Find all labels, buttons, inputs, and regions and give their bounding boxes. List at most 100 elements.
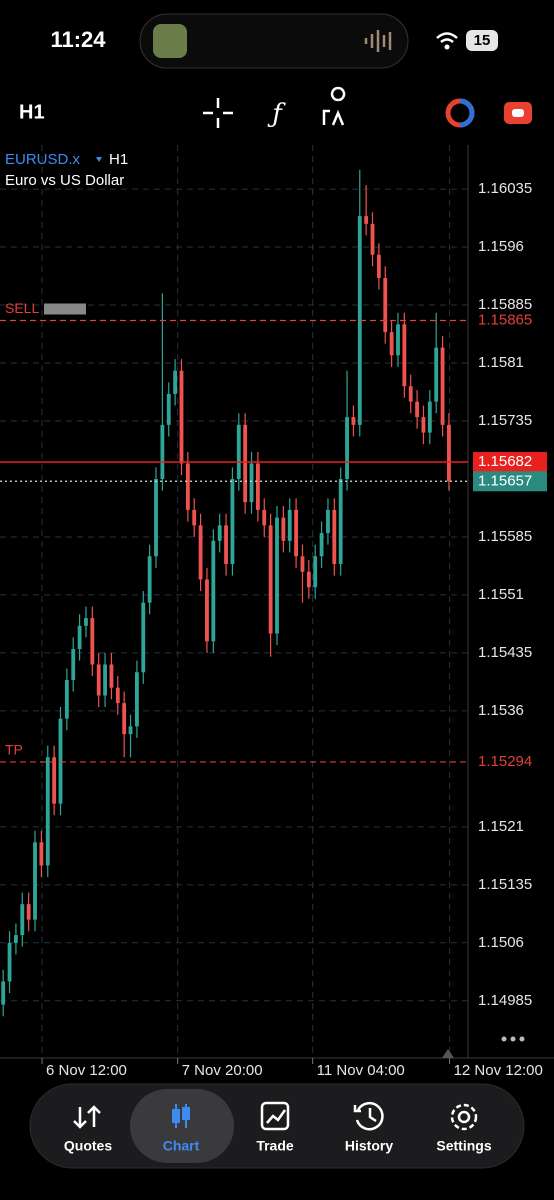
- y-tick-label: 1.1581: [478, 354, 524, 371]
- y-tick-label: 1.1521: [478, 818, 524, 835]
- candle-body: [14, 935, 18, 943]
- candle-body: [306, 571, 311, 588]
- candle-body: [103, 664, 107, 696]
- candle-body: [20, 904, 25, 936]
- candle-body: [396, 324, 400, 356]
- candle-body: [319, 533, 324, 557]
- symbol-description: Euro vs US Dollar: [5, 172, 124, 189]
- y-tick-label: 1.1596: [478, 238, 524, 255]
- candle-body: [166, 393, 171, 425]
- price-label: 1.15657: [478, 472, 532, 489]
- candle-body: [332, 509, 337, 565]
- candle-body: [147, 556, 152, 603]
- symbol-dropdown[interactable]: [96, 157, 102, 162]
- price-label-bg: [473, 751, 547, 772]
- candle-body: [268, 525, 273, 634]
- y-tick-label: 1.15735: [478, 412, 532, 429]
- y-tick-label: 1.16035: [478, 180, 532, 197]
- chart-timeframe: H1: [109, 151, 128, 168]
- price-label: 1.15682: [478, 453, 532, 470]
- crosshair-button[interactable]: [203, 98, 233, 128]
- candle-body: [427, 401, 432, 433]
- candle-body: [134, 672, 139, 727]
- price-axis: 1.16035 1.1596 1.15885 1.1581 1.15735 1.15585…: [41, 180, 543, 1079]
- price-label-bg: [473, 451, 547, 472]
- y-tick-label: 1.1551: [478, 586, 524, 603]
- x-tick-label: 7 Nov 20:00: [182, 1062, 263, 1079]
- y-tick-label: 1.15135: [478, 876, 532, 893]
- candle-body: [236, 424, 241, 479]
- more-button[interactable]: [501, 1036, 525, 1042]
- candle-body: [141, 602, 146, 673]
- tab-quotes[interactable]: Quotes: [64, 1138, 112, 1154]
- candle-body: [338, 478, 343, 565]
- candle-body: [376, 254, 381, 278]
- settings-icon: [450, 1103, 478, 1131]
- candle-body: [415, 401, 420, 418]
- candle-body: [64, 679, 69, 719]
- dynamic-island: [139, 13, 409, 69]
- candle-body: [109, 664, 114, 688]
- price-lines: 1.15865 SELL 1.15682 1.15657 1.15294 TP: [0, 300, 547, 772]
- objects-button[interactable]: [322, 86, 346, 126]
- candle-body: [26, 904, 31, 920]
- y-tick-label: 1.1536: [478, 702, 524, 719]
- scroll-end[interactable]: [442, 1049, 454, 1058]
- y-tick-label: 1.15585: [478, 528, 532, 545]
- candle-body: [389, 332, 394, 356]
- tab-settings[interactable]: Settings: [436, 1138, 491, 1154]
- candle-body: [281, 517, 286, 541]
- tab-history[interactable]: History: [345, 1138, 393, 1154]
- grid: [0, 145, 554, 1059]
- candle-body: [300, 556, 305, 572]
- candle-body: [370, 223, 375, 255]
- battery: [466, 30, 498, 51]
- candle-body: [421, 417, 426, 433]
- candle-body: [294, 509, 299, 557]
- candle-body: [179, 370, 184, 464]
- wifi-icon: [436, 32, 458, 44]
- waveform: [364, 30, 392, 52]
- symbol[interactable]: EURUSD.x: [5, 151, 81, 168]
- candle-body: [230, 478, 235, 565]
- status-time: 11:24: [50, 27, 106, 52]
- candle-body: [7, 942, 12, 982]
- volume-box: [44, 303, 86, 315]
- candle-body: [224, 525, 228, 565]
- candle-body: [52, 757, 57, 804]
- candle-body: [160, 424, 165, 479]
- active-tab-bg: [130, 1089, 234, 1163]
- tab-trade[interactable]: Trade: [256, 1138, 294, 1154]
- battery-level: 15: [474, 32, 491, 49]
- candle-body: [185, 463, 190, 510]
- indicators-button[interactable]: ƒ: [267, 99, 286, 129]
- x-tick-label: 6 Nov 12:00: [46, 1062, 127, 1079]
- timeframe-button[interactable]: H1: [19, 101, 45, 123]
- chart-icon: [172, 1104, 190, 1128]
- candle-body: [408, 386, 413, 402]
- candle-body: [440, 347, 445, 425]
- price-label-bg: [473, 310, 547, 331]
- candle-body: [90, 618, 95, 665]
- candle-body: [128, 726, 133, 735]
- candle-body: [249, 463, 254, 503]
- candle-body: [192, 509, 197, 526]
- candle-body: [447, 424, 451, 482]
- candle-body: [173, 370, 178, 394]
- candle-body: [357, 216, 362, 425]
- trade-signal-half: [459, 98, 475, 128]
- y-tick-label: 1.15885: [478, 296, 532, 313]
- price-label: 1.15294: [478, 753, 532, 770]
- one-click-inner: [512, 109, 524, 117]
- candle-body: [33, 842, 37, 920]
- quotes-icon: [73, 1105, 101, 1129]
- price-line-name: SELL: [5, 300, 39, 316]
- history-icon: [353, 1101, 384, 1131]
- candle-body: [275, 517, 279, 634]
- candle-body: [84, 618, 88, 626]
- candle-body: [217, 525, 222, 541]
- tab-chart[interactable]: Chart: [163, 1138, 200, 1154]
- candle-body: [364, 216, 369, 224]
- candle-body: [326, 509, 330, 534]
